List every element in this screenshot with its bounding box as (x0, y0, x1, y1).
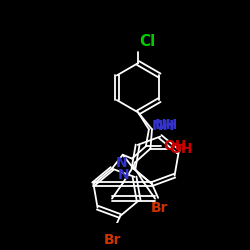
Text: N: N (116, 156, 127, 170)
Text: OH: OH (163, 139, 186, 153)
Text: Br: Br (151, 201, 168, 215)
Text: N: N (117, 168, 129, 182)
Text: NH: NH (155, 118, 178, 132)
Text: Cl: Cl (139, 34, 155, 49)
Text: Br: Br (104, 233, 121, 247)
Text: NH: NH (152, 119, 175, 133)
Text: OH: OH (169, 142, 192, 156)
